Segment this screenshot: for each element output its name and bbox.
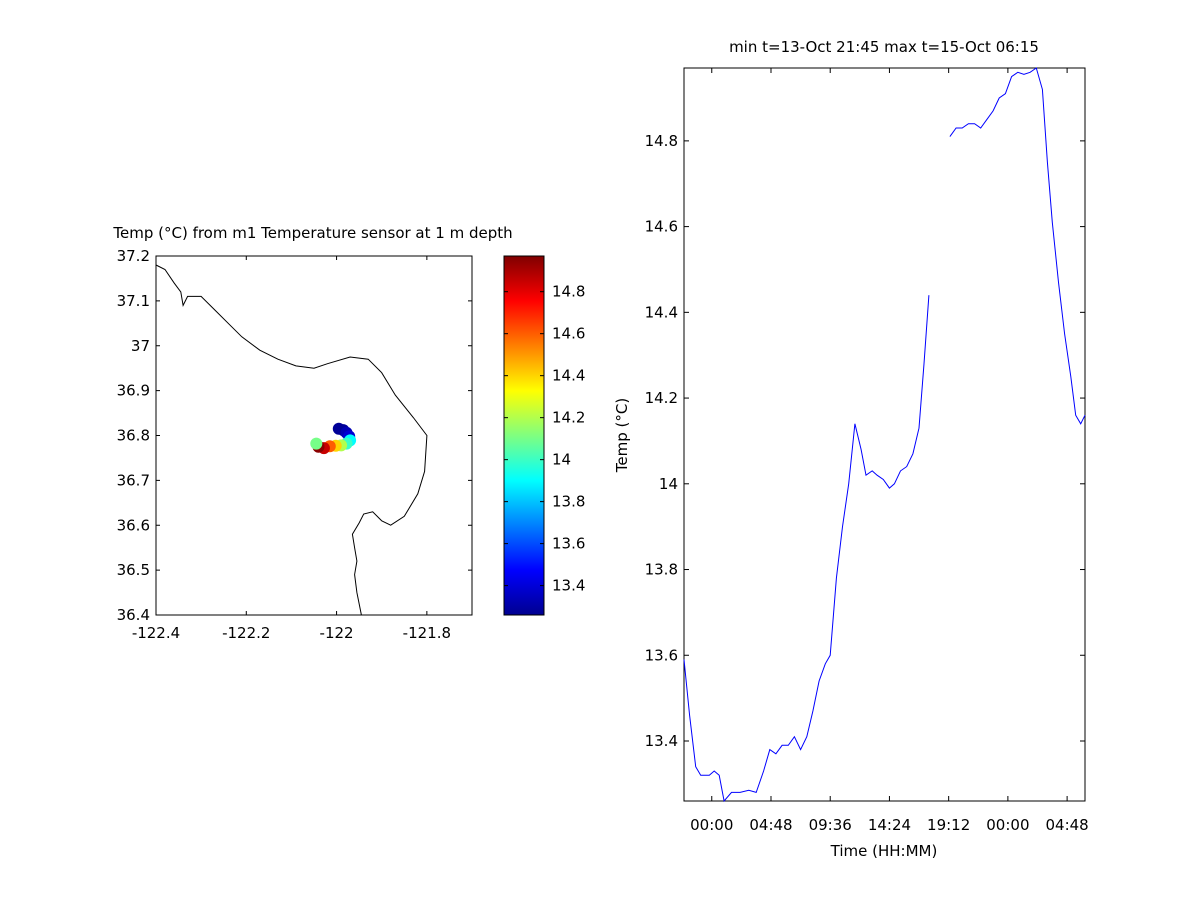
- map-y-tick-label: 36.6: [117, 516, 150, 534]
- timeseries-y-tick-label: 14.8: [645, 132, 678, 150]
- timeseries-y-tick-label: 14.4: [645, 303, 678, 321]
- map-y-tick-label: 36.9: [117, 382, 150, 400]
- timeseries-y-label: Temp (°C): [613, 398, 631, 473]
- timeseries-x-tick-label: 00:00: [986, 816, 1029, 834]
- map-x-ticks: -122.4 -122.2 -122 -121.8: [132, 256, 451, 642]
- colorbar-tick-label: 13.6: [552, 535, 585, 553]
- timeseries-x-tick-label: 04:48: [1045, 816, 1088, 834]
- timeseries-y-tick-label: 13.8: [645, 561, 678, 579]
- map-y-tick-label: 36.4: [117, 606, 150, 624]
- colorbar: 13.4 13.6 13.8 14 14.2 14.4 14.6 14.8: [503, 255, 585, 616]
- timeseries-axes: [683, 67, 1086, 802]
- colorbar-tick-label: 14.6: [552, 325, 585, 343]
- map-plot-area: [155, 264, 428, 616]
- temperature-series-line: [683, 295, 930, 803]
- timeseries-y-tick-label: 13.4: [645, 732, 678, 750]
- timeseries-x-tick-label: 19:12: [927, 816, 970, 834]
- timeseries-x-tick-label: 00:00: [690, 816, 733, 834]
- timeseries-y-tick-label: 13.6: [645, 646, 678, 664]
- timeseries-y-tick-label: 14: [659, 475, 678, 493]
- timeseries-y-ticks: 13.4 13.6 13.8 14 14.2 14.4 14.6 14.8: [645, 132, 1085, 750]
- colorbar-tick-label: 14: [552, 451, 571, 469]
- timeseries-x-tick-label: 14:24: [868, 816, 911, 834]
- timeseries-y-tick-label: 14.6: [645, 218, 678, 236]
- map-y-tick-label: 36.8: [117, 427, 150, 445]
- map-y-ticks: 36.4 36.5 36.6 36.7 36.8 36.9 37 37.1 37.2: [117, 247, 472, 624]
- map-axes: [155, 255, 473, 616]
- map-y-tick-label: 37.1: [117, 292, 150, 310]
- coastline: [155, 264, 428, 616]
- colorbar-tick-label: 14.8: [552, 283, 585, 301]
- map-point: [310, 437, 323, 450]
- colorbar-tick-label: 13.8: [552, 493, 585, 511]
- map-y-tick-label: 36.5: [117, 561, 150, 579]
- map-y-tick-label: 37: [131, 337, 150, 355]
- colorbar-tick-label: 13.4: [552, 577, 585, 595]
- timeseries-x-ticks: 00:00 04:48 09:36 14:24 19:12 00:00 04:48: [690, 68, 1089, 834]
- map-y-tick-label: 37.2: [117, 247, 150, 265]
- colorbar-tick-label: 14.4: [552, 367, 585, 385]
- map-x-tick-label: -122.4: [132, 624, 180, 642]
- map-points: [310, 422, 357, 455]
- timeseries-title: min t=13-Oct 21:45 max t=15-Oct 06:15: [729, 38, 1039, 56]
- timeseries-y-tick-label: 14.2: [645, 389, 678, 407]
- temperature-series-line: [949, 67, 1086, 425]
- timeseries-x-label: Time (HH:MM): [830, 842, 938, 860]
- timeseries-lines: [683, 67, 1086, 803]
- timeseries-x-tick-label: 04:48: [749, 816, 792, 834]
- map-x-tick-label: -122: [320, 624, 354, 642]
- colorbar-gradient: [503, 255, 545, 616]
- map-title: Temp (°C) from m1 Temperature sensor at …: [112, 224, 512, 242]
- colorbar-ticks: 13.4 13.6 13.8 14 14.2 14.4 14.6 14.8: [504, 283, 585, 595]
- colorbar-tick-label: 14.2: [552, 409, 585, 427]
- map-x-tick-label: -122.2: [222, 624, 270, 642]
- timeseries-x-tick-label: 09:36: [809, 816, 852, 834]
- timeseries-panel: min t=13-Oct 21:45 max t=15-Oct 06:15 00…: [613, 38, 1089, 860]
- map-y-tick-label: 36.7: [117, 471, 150, 489]
- map-x-tick-label: -121.8: [403, 624, 451, 642]
- map-panel: Temp (°C) from m1 Temperature sensor at …: [112, 224, 512, 642]
